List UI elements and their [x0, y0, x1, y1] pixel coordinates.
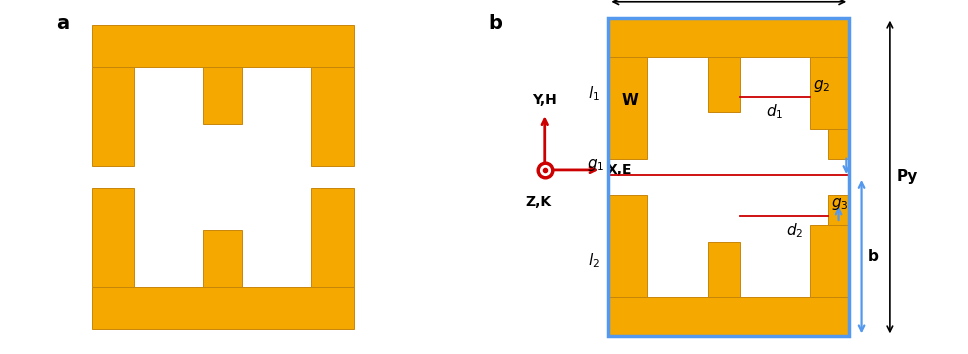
Bar [311, 67, 353, 166]
Bar [609, 57, 648, 159]
Text: X,E: X,E [607, 163, 632, 177]
Text: $d_2$: $d_2$ [786, 221, 803, 240]
Text: $g_2$: $g_2$ [813, 78, 831, 94]
Text: b: b [868, 249, 879, 264]
Bar [609, 195, 648, 297]
Text: $l_1$: $l_1$ [588, 85, 599, 103]
Text: b: b [488, 14, 502, 33]
Text: Z,K: Z,K [526, 195, 552, 209]
Text: $d_1$: $d_1$ [767, 103, 784, 121]
Bar [828, 195, 849, 225]
Bar [203, 230, 242, 287]
Bar [609, 18, 849, 57]
Bar [92, 25, 353, 67]
Bar [92, 188, 135, 287]
Text: a: a [56, 14, 70, 33]
Bar [810, 57, 849, 129]
Bar [311, 188, 353, 287]
Bar [708, 242, 740, 297]
Text: $g_1$: $g_1$ [587, 157, 604, 173]
Bar [708, 57, 740, 112]
Text: Y,H: Y,H [532, 93, 558, 107]
Text: W: W [621, 93, 638, 108]
Text: $g_3$: $g_3$ [831, 196, 848, 212]
Text: Py: Py [897, 170, 919, 184]
Bar [828, 129, 849, 159]
Text: $l_2$: $l_2$ [588, 251, 599, 269]
Bar [609, 297, 849, 336]
Bar [92, 67, 135, 166]
Bar [92, 287, 353, 329]
Bar [609, 18, 849, 336]
Bar [203, 67, 242, 124]
Bar [810, 225, 849, 297]
